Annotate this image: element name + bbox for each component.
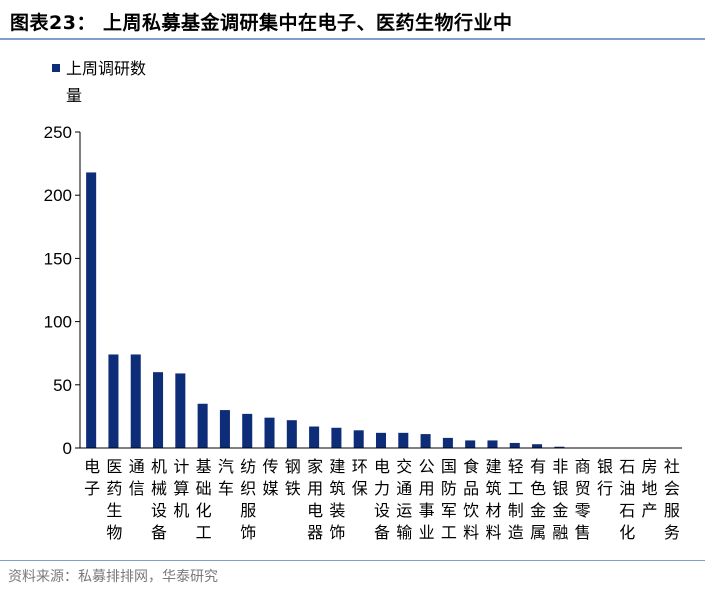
- bar: [442, 437, 453, 448]
- y-tick-label: 150: [44, 249, 72, 268]
- x-axis-labels: 电子医药生物通信机械设备计算机基础化工汽车纺织服饰传媒钢铁家用电器建筑装饰环保电…: [84, 457, 680, 542]
- bar: [353, 430, 364, 448]
- x-category-label: 环保: [352, 457, 368, 498]
- y-tick-label: 200: [44, 186, 72, 205]
- bar: [398, 432, 409, 448]
- bar: [153, 372, 164, 448]
- x-category-label: 家用电器: [307, 457, 323, 542]
- bar: [286, 420, 297, 448]
- y-tick-label: 50: [53, 376, 72, 395]
- x-category-label: 建筑材料: [485, 457, 501, 542]
- x-category-label: 基础化工: [196, 457, 212, 542]
- title-divider: [0, 38, 705, 40]
- bar: [130, 354, 141, 448]
- x-category-label: 纺织服饰: [240, 457, 256, 542]
- x-category-label: 社会服务: [664, 457, 680, 542]
- x-category-label: 计算机: [173, 457, 189, 520]
- y-tick-label: 0: [63, 439, 72, 458]
- legend-label-line2: 量: [66, 86, 82, 105]
- bar: [509, 442, 520, 448]
- x-category-label: 通信: [129, 457, 145, 498]
- bar: [242, 413, 253, 448]
- bar: [197, 403, 208, 448]
- bar: [532, 444, 543, 448]
- bar: [108, 354, 119, 448]
- x-category-label: 机械设备: [151, 457, 167, 542]
- x-category-label: 非银金融: [552, 457, 568, 542]
- bar: [264, 417, 275, 448]
- x-category-label: 公用事业: [419, 457, 435, 542]
- x-category-label: 银行: [597, 457, 613, 498]
- bar: [487, 440, 498, 448]
- source-divider: [0, 560, 705, 561]
- bar: [331, 427, 342, 448]
- x-category-label: 交通运输: [396, 457, 412, 542]
- x-category-label: 食品饮料: [463, 457, 479, 542]
- bar: [309, 426, 320, 448]
- bar: [465, 440, 476, 448]
- x-category-label: 钢铁: [285, 457, 301, 498]
- y-tick-label: 250: [44, 123, 72, 142]
- x-category-label: 汽车: [218, 457, 234, 498]
- x-category-label: 电力设备: [374, 457, 390, 542]
- chart-title: 图表23： 上周私募基金调研集中在电子、医药生物行业中: [10, 12, 513, 34]
- bar: [219, 410, 230, 448]
- x-category-label: 传媒: [263, 457, 279, 498]
- bar: [420, 434, 431, 448]
- bar: [175, 373, 186, 448]
- x-category-label: 有色金属: [530, 457, 546, 542]
- x-category-label: 电子: [84, 457, 100, 498]
- x-category-label: 轻工制造: [508, 457, 524, 542]
- x-category-label: 房地产: [642, 457, 658, 520]
- x-category-label: 医药生物: [106, 457, 122, 542]
- source-note: 资料来源：私募排排网，华泰研究: [8, 569, 218, 585]
- legend-swatch: [52, 64, 60, 72]
- y-tick-label: 100: [44, 313, 72, 332]
- x-category-label: 国防军工: [441, 457, 457, 542]
- legend-label-line1: 上周调研数: [66, 59, 146, 78]
- bar-chart: 上周调研数 量 0 50 100 150 200 250 电子医药生物通信机械设备计算机基…: [44, 59, 682, 542]
- x-category-label: 建筑装饰: [329, 457, 345, 542]
- x-category-label: 石油石化: [619, 457, 635, 542]
- x-category-label: 商贸零售: [575, 457, 591, 542]
- bars: [86, 172, 565, 448]
- bar: [375, 432, 387, 448]
- legend: 上周调研数 量: [52, 59, 146, 105]
- bar: [86, 172, 97, 448]
- bar: [554, 446, 565, 448]
- y-axis: 0 50 100 150 200 250: [44, 123, 81, 458]
